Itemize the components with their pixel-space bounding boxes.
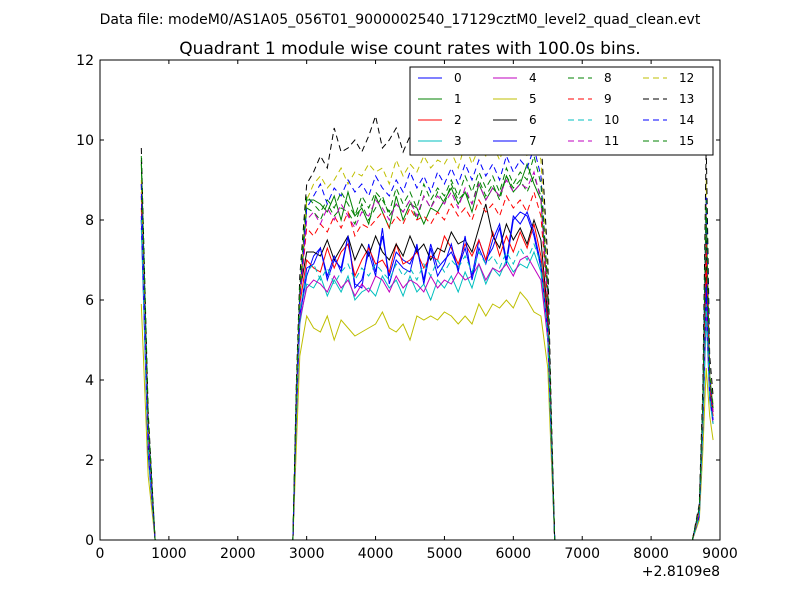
legend-label-11: 11	[604, 134, 619, 148]
x-tick-label: 5000	[427, 546, 463, 562]
series-line-2	[140, 207, 714, 540]
series-line-3	[140, 227, 714, 540]
legend-label-1: 1	[454, 92, 462, 106]
x-tick-label: 7000	[564, 546, 600, 562]
x-tick-label: 4000	[358, 546, 394, 562]
x-tick-label: 8000	[633, 546, 669, 562]
legend-label-6: 6	[529, 113, 537, 127]
legend-label-12: 12	[679, 71, 694, 85]
y-tick-label: 2	[85, 453, 94, 469]
series-line-7	[140, 210, 714, 540]
x-tick-label: 3000	[289, 546, 325, 562]
series-group	[140, 106, 714, 540]
y-tick-label: 0	[85, 533, 94, 549]
legend-label-9: 9	[604, 92, 612, 106]
legend-label-5: 5	[529, 92, 537, 106]
legend-label-4: 4	[529, 71, 537, 85]
series-line-15	[140, 154, 714, 540]
figure-suptitle: Data file: modeM0/AS1A05_056T01_90000025…	[100, 12, 701, 28]
x-tick-label: 1000	[151, 546, 187, 562]
series-line-6	[140, 195, 714, 540]
legend-label-10: 10	[604, 113, 619, 127]
legend-label-7: 7	[529, 134, 537, 148]
legend-label-13: 13	[679, 92, 694, 106]
x-tick-label: 9000	[702, 546, 738, 562]
plot-area: 0 1000 2000 3000 4000 5000 6000 7000 8000 9000 0 2…	[76, 53, 738, 580]
series-line-14	[140, 146, 714, 540]
x-axis: 0 1000 2000 3000 4000 5000 6000 7000 8000 9000	[96, 60, 738, 562]
chart-title: Quadrant 1 module wise count rates with …	[179, 39, 640, 59]
series-line-11	[140, 170, 714, 540]
series-line-4	[140, 219, 714, 540]
x-tick-label: 6000	[496, 546, 532, 562]
legend-label-3: 3	[454, 134, 462, 148]
legend-box	[409, 66, 714, 156]
y-tick-label: 8	[85, 213, 94, 229]
y-tick-label: 12	[76, 53, 94, 69]
series-line-10	[140, 219, 714, 540]
x-tick-label: 0	[96, 546, 105, 562]
legend-label-14: 14	[679, 113, 694, 127]
series-line-5	[140, 291, 714, 540]
series-line-9	[140, 183, 714, 540]
series-line-8	[140, 159, 714, 540]
x-offset-label: +2.8109e8	[642, 564, 720, 580]
series-line-13	[140, 106, 714, 540]
legend-label-15: 15	[679, 134, 694, 148]
legend-label-0: 0	[454, 71, 462, 85]
x-tick-label: 2000	[220, 546, 256, 562]
y-tick-label: 4	[85, 373, 94, 389]
series-line-12	[140, 134, 714, 540]
legend-label-2: 2	[454, 113, 462, 127]
y-tick-label: 6	[85, 293, 94, 309]
y-tick-label: 10	[76, 133, 94, 149]
legend-label-8: 8	[604, 71, 612, 85]
